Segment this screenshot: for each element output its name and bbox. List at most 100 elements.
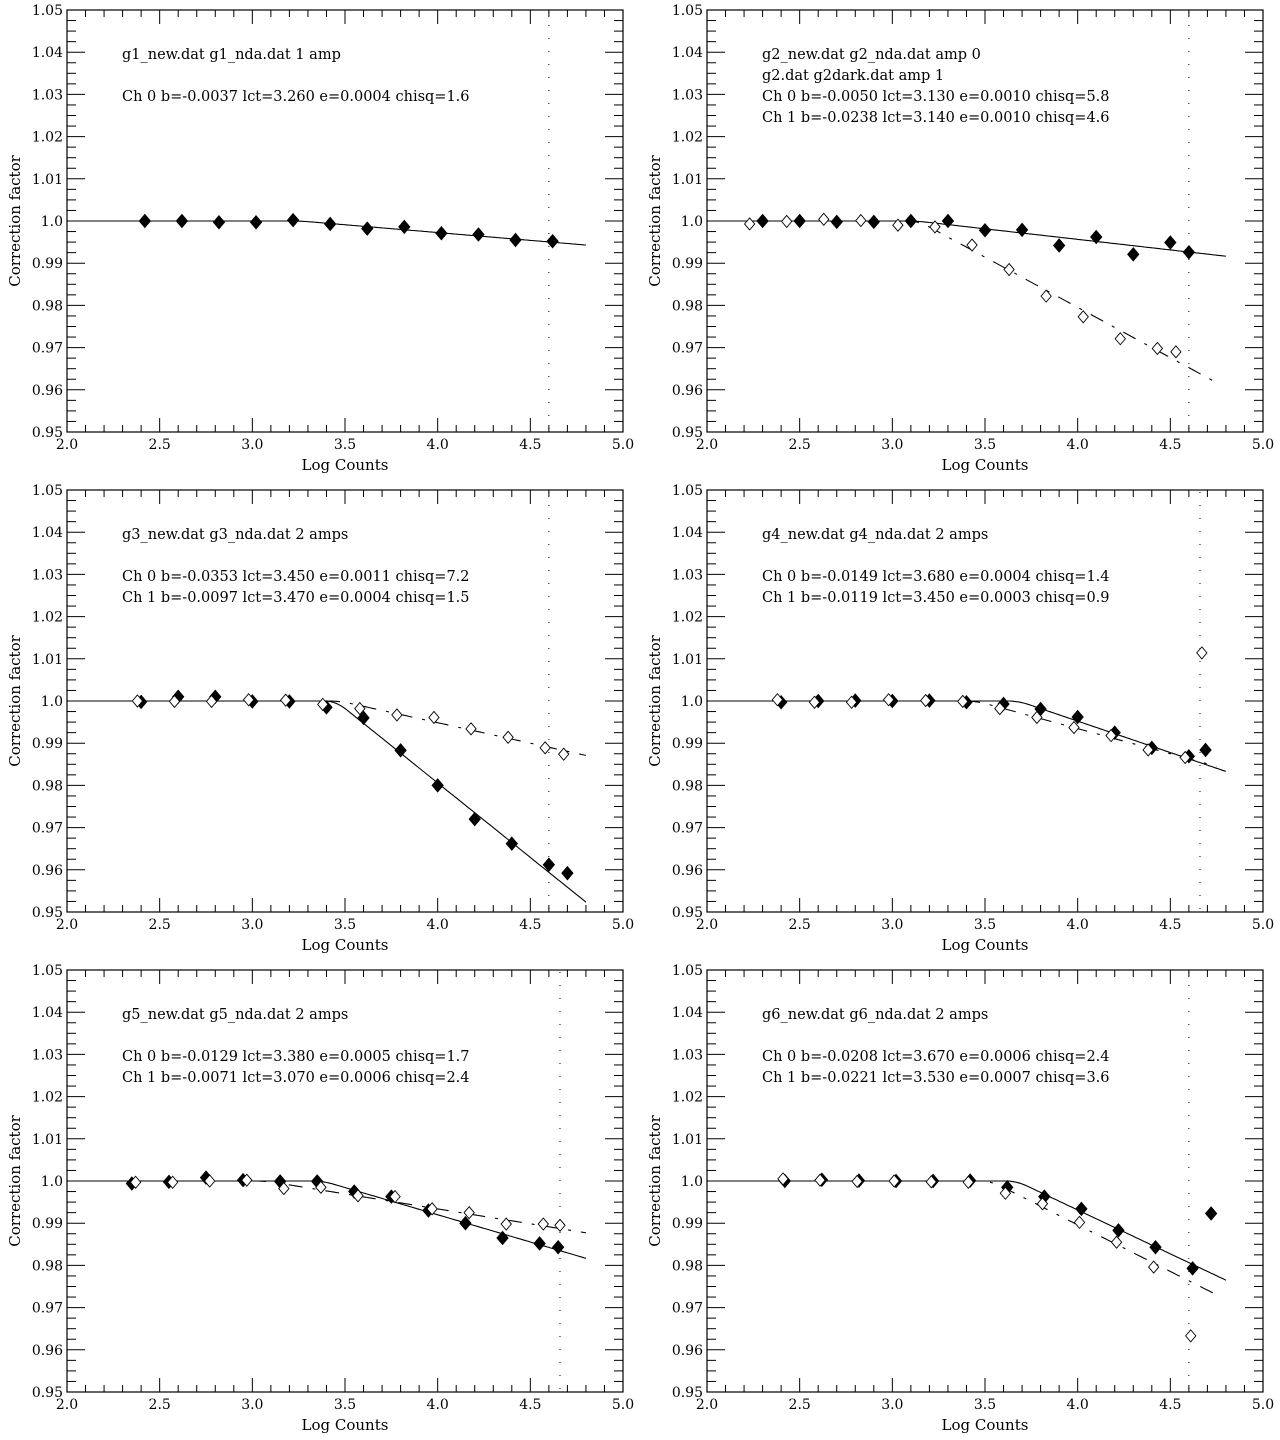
- y-tick-label: 1.01: [32, 652, 63, 668]
- chart-svg-g1: 2.0 2.5 3.0 3.5 4.0 4.5 5.0 0.95 0.96 0.97 0.98 0.9…: [6, 3, 634, 474]
- y-tick-label: 1.0: [681, 1174, 703, 1190]
- data-point-ch1: [241, 1173, 253, 1187]
- data-point-ch1: [957, 694, 969, 709]
- data-point-ch0: [138, 213, 152, 229]
- x-tick-label: 2.0: [56, 917, 78, 933]
- x-tick-label: 2.5: [789, 917, 811, 933]
- data-point-ch0: [1112, 1223, 1125, 1238]
- y-tick-label: 0.98: [672, 778, 703, 794]
- chart-svg-g6: 2.0 2.5 3.0 3.5 4.0 4.5 5.0 0.95 0.96 0.97 0.98 0.9…: [646, 963, 1274, 1434]
- y-tick-label: 0.97: [672, 1301, 703, 1317]
- y-tick-label: 1.0: [41, 1174, 63, 1190]
- x-tick-label: 4.5: [519, 437, 541, 453]
- y-tick-label: 1.03: [672, 567, 703, 583]
- data-point-ch0: [1052, 238, 1066, 253]
- data-point-ch1: [1185, 1329, 1197, 1343]
- data-point-ch1: [426, 1202, 438, 1216]
- data-point-ch1: [500, 1217, 512, 1231]
- x-tick-label: 3.0: [241, 437, 263, 453]
- data-point-ch1: [818, 212, 830, 227]
- y-tick-label: 1.05: [672, 963, 703, 979]
- data-point-ch1: [1003, 262, 1015, 277]
- x-tick-label: 5.0: [612, 1397, 634, 1413]
- y-tick-label: 0.95: [672, 1385, 703, 1401]
- y-tick-label: 0.95: [32, 905, 63, 921]
- data-point-ch0: [431, 778, 444, 793]
- fit-line-ch-0: [707, 700, 1227, 772]
- data-point-ch1: [929, 220, 941, 234]
- y-tick-label: 0.99: [32, 736, 63, 752]
- x-tick-label: 4.5: [1159, 1397, 1181, 1413]
- x-tick-label: 5.0: [1252, 917, 1274, 933]
- y-tick-label: 0.98: [672, 1258, 703, 1274]
- y-tick-label: 1.04: [672, 45, 703, 61]
- x-tick-label: 4.0: [427, 1397, 449, 1413]
- y-tick-label: 1.02: [32, 1090, 63, 1106]
- fit-line-ch-0: [707, 1180, 1227, 1281]
- data-point-ch1: [315, 1180, 327, 1195]
- y-tick-label: 1.02: [672, 130, 703, 146]
- y-tick-label: 1.02: [32, 610, 63, 626]
- y-axis-title: Correction factor: [6, 1114, 24, 1246]
- x-tick-label: 3.0: [881, 917, 903, 933]
- y-tick-label: 0.99: [672, 256, 703, 272]
- annotation-line-0: g5_new.dat g5_nda.dat 2 amps: [122, 1007, 348, 1023]
- y-tick-label: 0.98: [32, 1258, 63, 1274]
- y-tick-label: 0.99: [32, 1216, 63, 1232]
- x-tick-label: 5.0: [612, 917, 634, 933]
- y-tick-label: 1.01: [672, 1132, 703, 1148]
- y-tick-label: 0.99: [672, 736, 703, 752]
- data-point-ch1: [502, 730, 514, 744]
- y-tick-label: 1.02: [672, 1090, 703, 1106]
- y-tick-label: 1.03: [672, 1047, 703, 1063]
- data-point-ch1: [131, 694, 144, 708]
- data-point-ch0: [472, 227, 485, 242]
- data-point-ch0: [1090, 229, 1103, 245]
- data-point-ch0: [468, 811, 481, 827]
- data-point-ch1: [771, 693, 784, 707]
- data-point-ch1: [354, 701, 366, 716]
- data-point-ch0: [435, 225, 448, 241]
- annotation-line-0: g3_new.dat g3_nda.dat 2 amps: [122, 527, 348, 543]
- data-point-ch1: [317, 697, 329, 712]
- data-point-ch1: [920, 693, 932, 708]
- annotation-line-2: Ch 0 b=-0.0050 lct=3.130 e=0.0010 chisq=…: [762, 89, 1110, 105]
- y-axis-title: Correction factor: [6, 154, 24, 286]
- x-tick-label: 2.5: [149, 917, 171, 933]
- x-tick-label: 3.5: [334, 917, 356, 933]
- data-point-ch0: [561, 865, 574, 881]
- data-point-ch0: [398, 219, 411, 235]
- annotation-line-1: g2.dat g2dark.dat amp 1: [762, 68, 944, 84]
- y-tick-label: 1.05: [672, 3, 703, 19]
- x-tick-label: 2.0: [56, 437, 78, 453]
- annotation-line-2: Ch 0 b=-0.0037 lct=3.260 e=0.0004 chisq=…: [122, 89, 470, 105]
- data-point-ch1: [1110, 1235, 1123, 1249]
- y-tick-label: 0.96: [672, 863, 703, 879]
- y-tick-label: 1.05: [32, 3, 63, 19]
- x-tick-label: 4.0: [1067, 1397, 1089, 1413]
- data-point-ch1: [204, 1174, 216, 1188]
- data-point-ch1: [537, 1217, 549, 1231]
- y-tick-label: 0.97: [672, 341, 703, 357]
- x-axis-title: Log Counts: [302, 1416, 389, 1434]
- x-tick-label: 3.5: [974, 437, 996, 453]
- data-point-ch0: [505, 836, 518, 851]
- x-tick-label: 4.5: [1159, 917, 1181, 933]
- data-point-ch0: [1071, 709, 1084, 725]
- chart-svg-g5: 2.0 2.5 3.0 3.5 4.0 4.5 5.0 0.95 0.96 0.97 0.98 0.9…: [6, 963, 634, 1434]
- data-point-ch0: [978, 223, 992, 238]
- data-point-ch0: [459, 1215, 472, 1231]
- fit-line-ch-0: [707, 220, 1226, 257]
- data-point-ch1: [554, 1218, 566, 1233]
- data-point-ch0: [357, 710, 370, 726]
- y-tick-label: 1.02: [32, 130, 63, 146]
- data-point-ch1: [463, 1205, 475, 1220]
- data-point-ch0: [1186, 1261, 1199, 1276]
- x-tick-label: 2.0: [696, 917, 718, 933]
- y-tick-label: 1.04: [672, 1005, 703, 1021]
- data-point-ch1: [166, 1175, 179, 1189]
- data-point-ch1: [1114, 332, 1126, 346]
- data-point-ch1: [465, 722, 477, 736]
- data-point-ch1: [539, 741, 551, 755]
- data-point-ch0: [361, 221, 374, 236]
